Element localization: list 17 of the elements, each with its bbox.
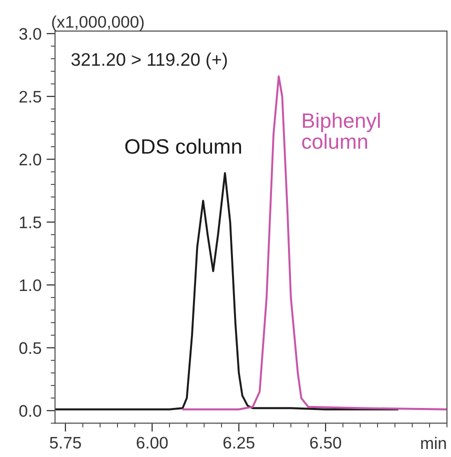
line-series bbox=[55, 172, 398, 410]
annotation: 321.20 > 119.20 (+) bbox=[71, 52, 227, 70]
series-label: ODS column bbox=[125, 138, 242, 154]
y-tick-label: 2.0 bbox=[20, 154, 42, 166]
series-label: Biphenyl column bbox=[302, 112, 380, 149]
x-tick-label: 6.50 bbox=[310, 436, 342, 449]
y-tick-label: 0.5 bbox=[19, 342, 42, 354]
y-tick-label: 0.0 bbox=[19, 405, 42, 417]
y-tick-label: 3.0 bbox=[19, 28, 42, 40]
y-tick-label: 1.0 bbox=[20, 279, 42, 292]
x-axis-title: min bbox=[421, 436, 446, 449]
x-tick-label: 5.75 bbox=[50, 436, 81, 449]
y-tick-label: 1.5 bbox=[20, 216, 42, 228]
y-axis-title: (x1,000,000) bbox=[52, 16, 144, 32]
y-tick-label: 2.5 bbox=[20, 90, 42, 103]
x-tick-label: 6.00 bbox=[136, 436, 168, 449]
x-tick-label: 6.25 bbox=[223, 436, 254, 449]
